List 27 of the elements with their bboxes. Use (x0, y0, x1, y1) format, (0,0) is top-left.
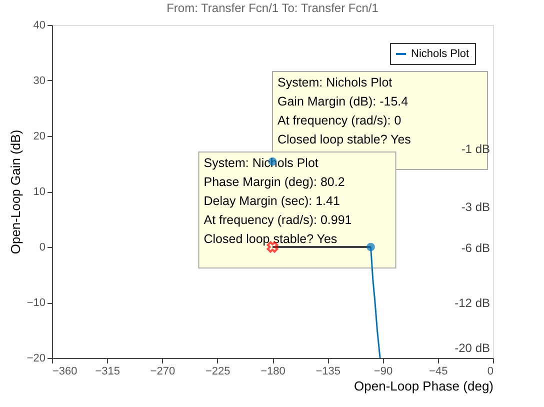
x-tick-label: −45 (429, 366, 448, 378)
y-tick-label: 40 (33, 20, 46, 32)
x-tick-label: −225 (205, 366, 230, 378)
x-tick-label: −90 (374, 366, 393, 378)
y-tick-label: −10 (26, 297, 46, 309)
annotation: -20 dB (454, 341, 490, 355)
x-tick-label: 0 (487, 366, 494, 378)
annotation: -3 dB (461, 200, 490, 214)
y-tick-label: 30 (33, 75, 46, 87)
annotation: System: Nichols Plot Phase Margin (deg): 80.2 Delay Margin (sec): 1.41 At frequency (rad/s): 0.991 Closed loop stable? Yes (204, 156, 352, 246)
annotation: -1 dB (461, 142, 490, 156)
x-tick-label: −270 (150, 366, 176, 378)
x-axis-title: Open-Loop Phase (deg) (354, 378, 494, 394)
chart-title: From: Transfer Fcn/1 To: Transfer Fcn/1 (166, 1, 379, 15)
y-tick-label: 0 (39, 242, 46, 254)
y-tick-label: −20 (26, 352, 46, 364)
x-tick-label: −180 (260, 366, 286, 378)
annotation: -6 dB (461, 241, 490, 255)
legend-label: Nichols Plot (411, 48, 470, 60)
y-tick-label: 10 (33, 186, 46, 198)
y-axis-title: Open-Loop Gain (dB) (8, 130, 23, 254)
x-tick-label: −135 (316, 366, 341, 378)
x-tick-label: −315 (95, 366, 120, 378)
annotation: -12 dB (454, 296, 490, 310)
x-tick-label: −360 (52, 366, 78, 378)
annotation: System: Nichols Plot Gain Margin (dB): -15.4 At frequency (rad/s): 0 Closed loop stable? Yes (278, 76, 411, 147)
y-tick-label: 20 (33, 130, 46, 142)
